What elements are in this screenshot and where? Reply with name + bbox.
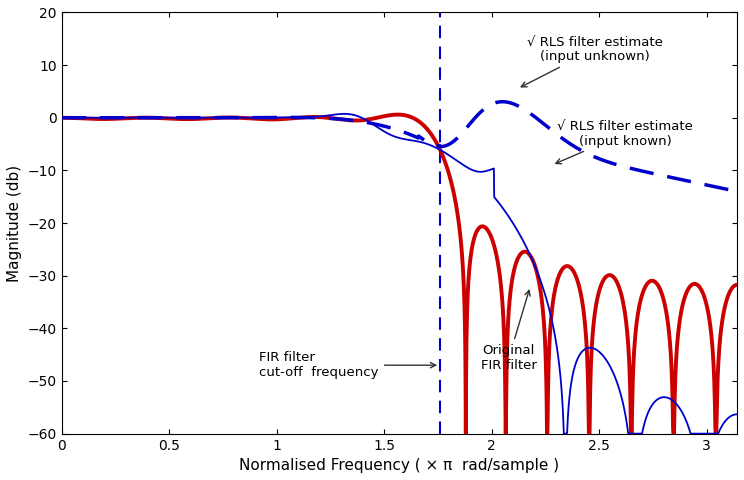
Y-axis label: Magnitude (db): Magnitude (db) <box>7 165 22 282</box>
Text: FIR filter
cut-off  frequency: FIR filter cut-off frequency <box>260 351 436 379</box>
X-axis label: Normalised Frequency ( × π  rad/sample ): Normalised Frequency ( × π rad/sample ) <box>240 458 559 473</box>
Text: Original
FIR filter: Original FIR filter <box>481 290 536 372</box>
Text: √ RLS filter estimate
(input unknown): √ RLS filter estimate (input unknown) <box>522 36 663 87</box>
Text: √ RLS filter estimate
(input known): √ RLS filter estimate (input known) <box>556 120 693 164</box>
